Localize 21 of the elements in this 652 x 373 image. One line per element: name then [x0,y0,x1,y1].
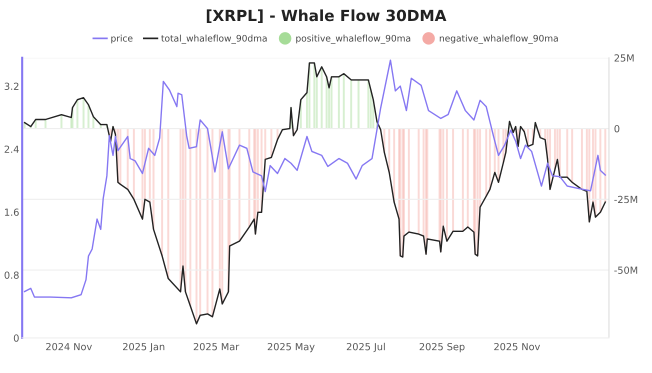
y2-tick-label: -50M [614,266,638,274]
y-tick-label: 0.8 [4,271,19,279]
y-tick-label: 3.2 [4,82,18,90]
legend-label: negative_whaleflow_90ma [440,34,558,44]
x-tick-label: 2025 Jan [123,342,164,352]
x-tick-label: 2025 Mar [194,342,240,350]
x-tick-label: 2025 May [268,342,315,352]
chart-title: [XRPL] - Whale Flow 30DMA [206,9,446,24]
x-tick-label: 2025 Jul [346,342,385,352]
y-tick-label: 2.4 [4,146,19,153]
x-tick-label: 2024 Nov [46,342,92,350]
x-tick-label: 2025 Nov [494,342,540,350]
legend-label: positive_whaleflow_90ma [296,34,410,44]
legend-label: price [111,34,133,44]
y2-tick-label: 25M [614,54,634,62]
y2-tick-label: 0 [614,125,620,132]
legend-label: total_whaleflow_90dma [161,34,267,44]
y2-tick-label: -25M [614,196,638,204]
y-tick-label: 1.6 [4,208,19,216]
y-tick-label: 0 [14,334,19,342]
x-tick-label: 2025 Sep [420,342,465,352]
